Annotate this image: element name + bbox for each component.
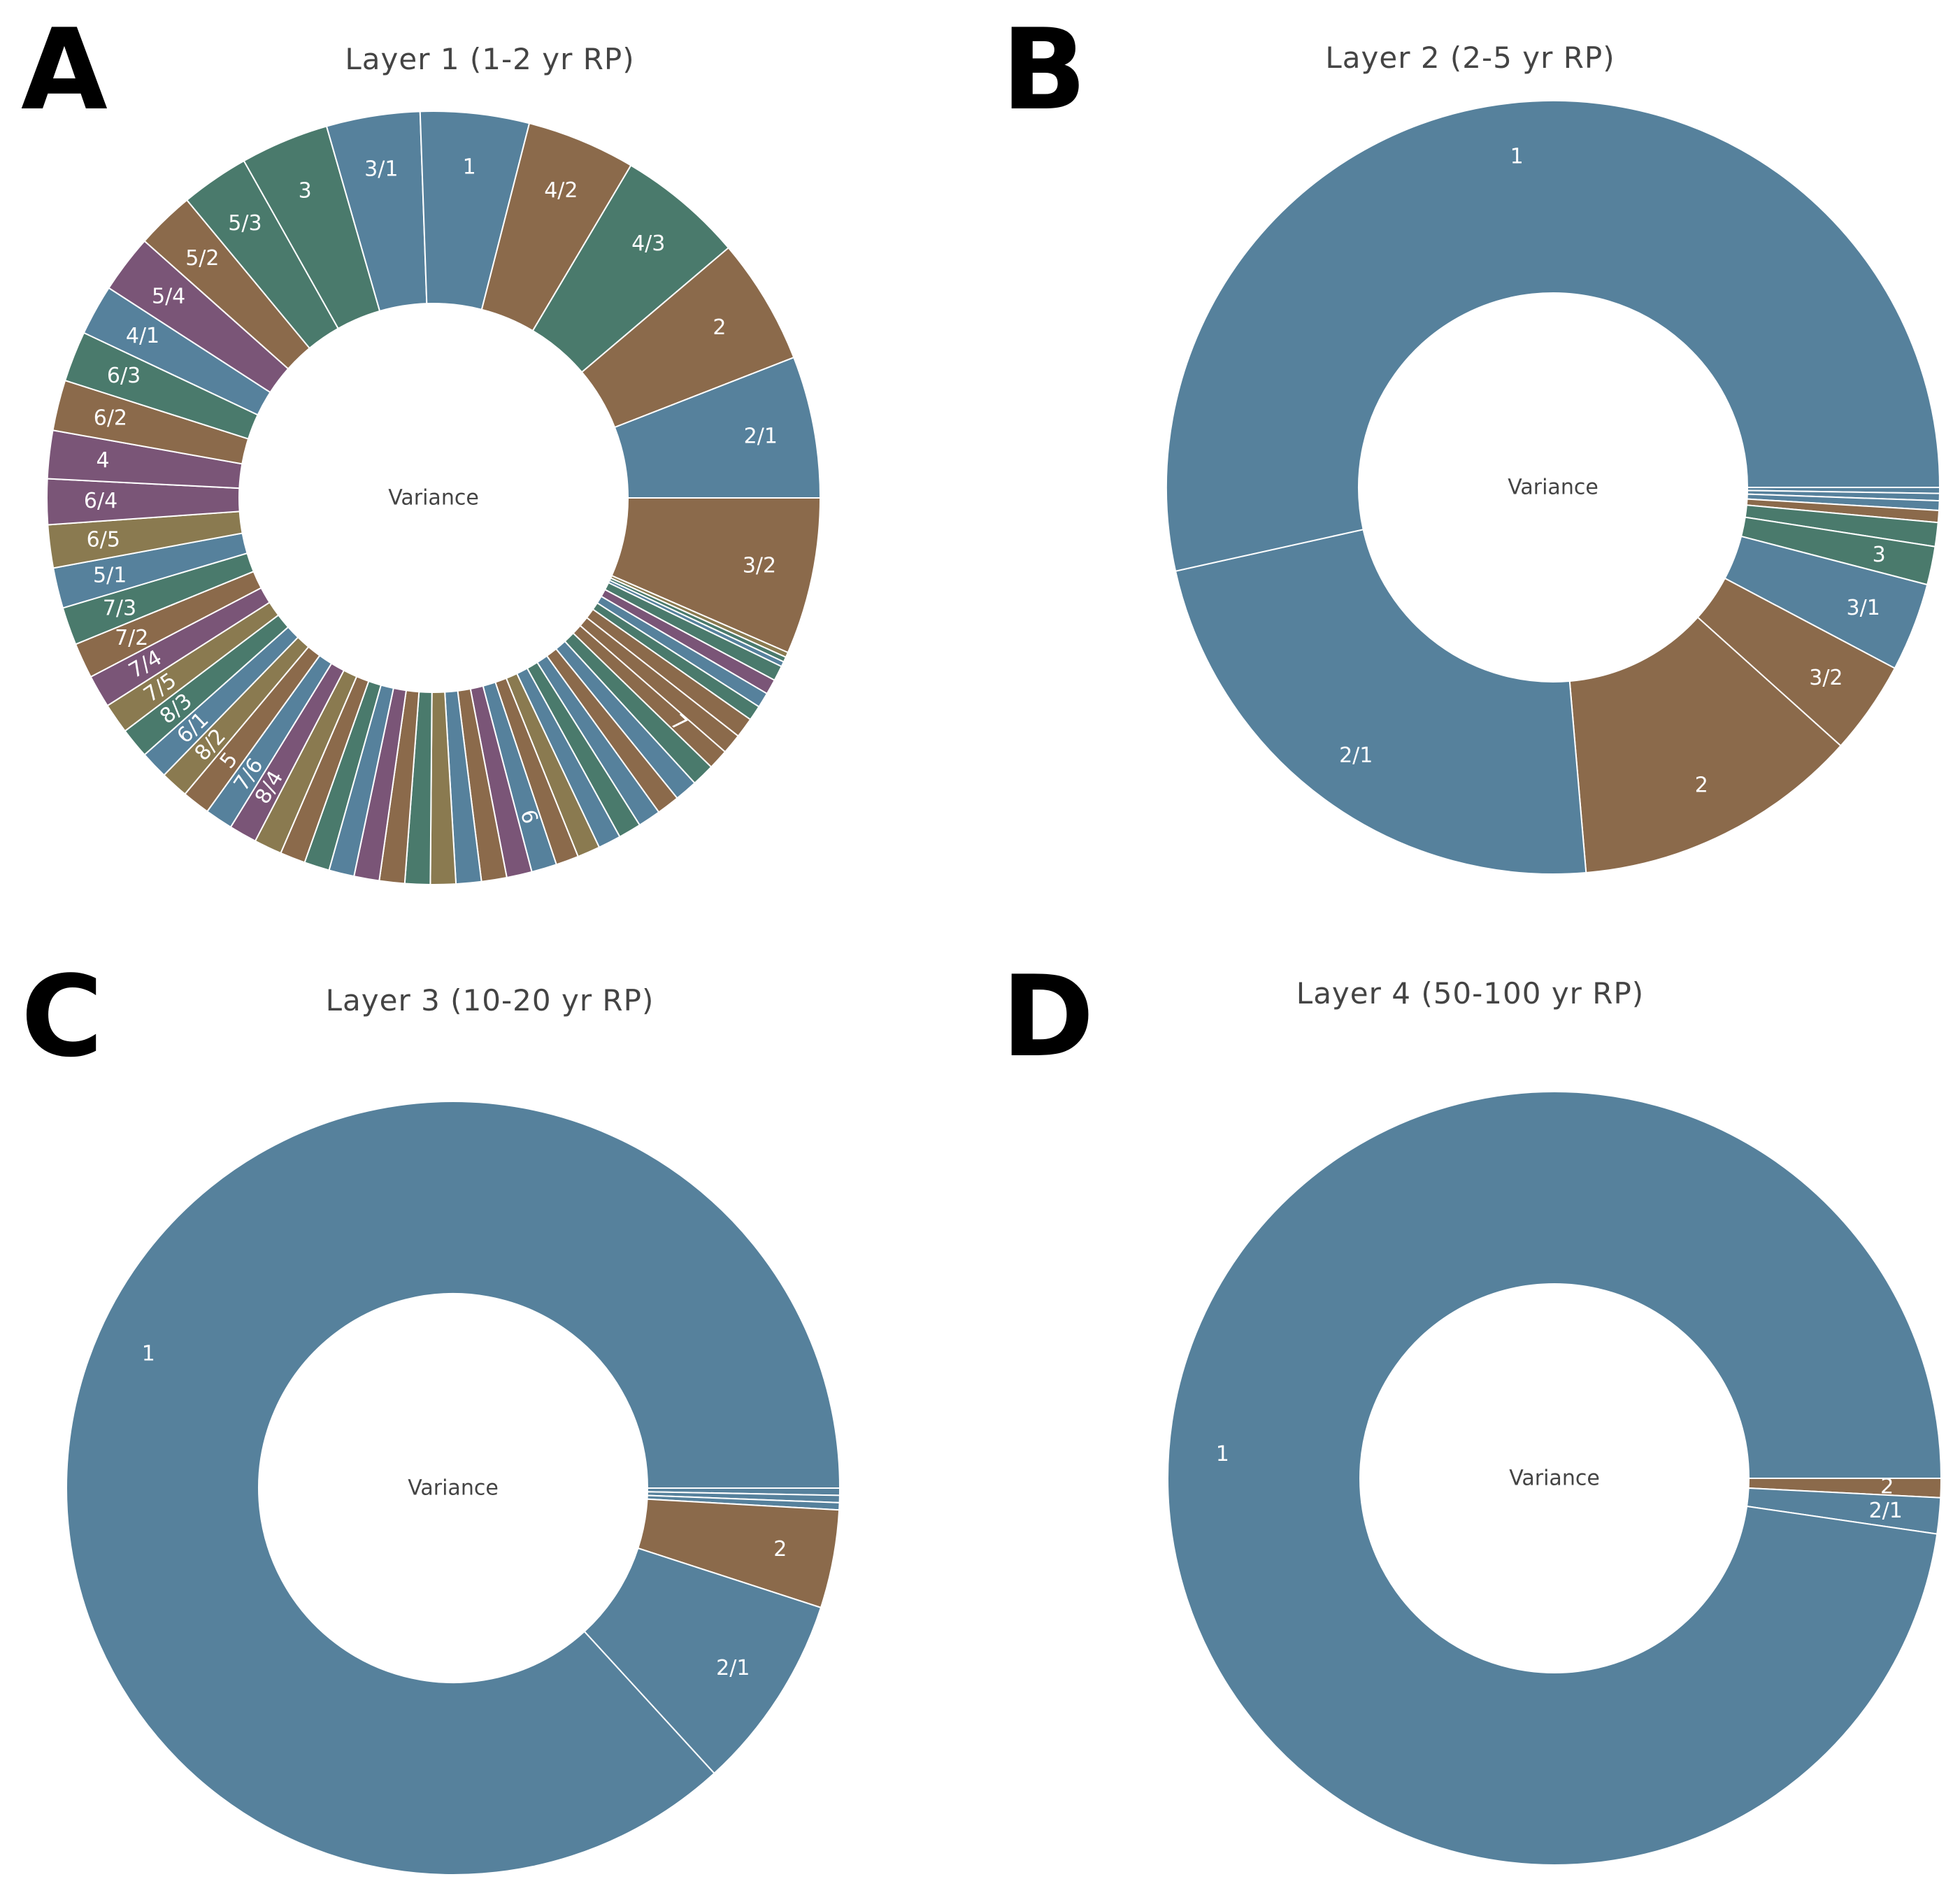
panel-a: A Layer 1 (1-2 yr RP) 3/2 7 6 8/4 7/6 5 8/2 6/1… (0, 0, 980, 946)
slice-label: 2/1 (1339, 743, 1373, 768)
center-label: Variance (388, 486, 479, 510)
slice-label: 4/2 (544, 178, 578, 203)
slice-label: 1 (1510, 144, 1524, 169)
panel-c: C Layer 3 (10-20 yr RP) 2 2/1 1 Variance (0, 947, 980, 1893)
chart-title: Layer 4 (50-100 yr RP) (1296, 976, 1645, 1010)
chart-title: Layer 3 (10-20 yr RP) (325, 983, 654, 1017)
slice-label: 5/1 (93, 564, 127, 588)
slice-label: 5/2 (185, 246, 219, 271)
slice-label: 2/1 (716, 1656, 750, 1680)
slice-label: 6/2 (94, 406, 127, 430)
donut-chart-layer-2: 3 3/1 3/2 2 2/1 1 Variance (1166, 100, 1941, 875)
donut-slice (1166, 100, 1941, 572)
slice-label: 4/1 (126, 324, 159, 348)
donut-slice (1167, 1091, 1943, 1866)
donut-slice (1174, 528, 1587, 875)
donut-slice (1568, 616, 1842, 874)
slice-label: 6/4 (84, 489, 117, 513)
slice-label: 6/5 (87, 527, 120, 552)
donut-chart-layer-3: 2 2/1 1 Variance (66, 1101, 841, 1876)
center-label: Variance (1508, 476, 1598, 500)
slice-label: 3/1 (364, 157, 398, 181)
donut-slice (613, 356, 822, 499)
slice-label: 4 (96, 448, 109, 473)
slice-label: 7/2 (115, 626, 148, 650)
slice-label: 3 (1873, 543, 1886, 567)
slice-label: 7/3 (103, 597, 136, 621)
panel-letter: D (1001, 951, 1094, 1082)
slice-label: 3 (299, 178, 312, 203)
slice-label: 2 (773, 1537, 787, 1562)
donut-slice (66, 1101, 841, 1876)
slice-label: 3/2 (1809, 666, 1843, 690)
slice-label: 3/1 (1847, 596, 1880, 620)
center-label: Variance (408, 1476, 499, 1501)
slice-label: 2/1 (744, 424, 778, 449)
donut-chart-layer-1: 3/2768/47/658/26/18/37/57/47/27/35/16/56… (46, 110, 822, 885)
chart-title: Layer 2 (2-5 yr RP) (1325, 41, 1615, 75)
slice-label: 2 (713, 315, 726, 340)
slice-label: 3/2 (743, 554, 776, 578)
slice-label: 2 (1695, 773, 1708, 798)
slice-label: 6/3 (107, 364, 141, 388)
slice-label: 2 (1880, 1474, 1894, 1499)
slice-label: 1 (463, 155, 476, 179)
panel-b: B Layer 2 (2-5 yr RP) 3 3/1 3/2 2 2/1 1 Varian… (980, 0, 1960, 946)
chart-title: Layer 1 (1-2 yr RP) (345, 42, 635, 76)
slice-label: 1 (1216, 1442, 1229, 1466)
panel-letter: A (21, 4, 108, 135)
slice-label: 5/3 (228, 211, 262, 236)
slice-label: 1 (142, 1342, 155, 1366)
slice-label: 2/1 (1869, 1499, 1903, 1523)
panel-letter: B (1001, 4, 1087, 135)
panel-d: D Layer 4 (50-100 yr RP) 2 2/1 1 Variance (980, 947, 1960, 1893)
slice-label: 5/4 (152, 284, 185, 308)
center-label: Variance (1509, 1466, 1600, 1491)
donut-chart-layer-4: 22/1 1 Variance (1167, 1091, 1943, 1866)
slice-label: 4/3 (631, 231, 665, 256)
panel-letter: C (21, 951, 103, 1082)
